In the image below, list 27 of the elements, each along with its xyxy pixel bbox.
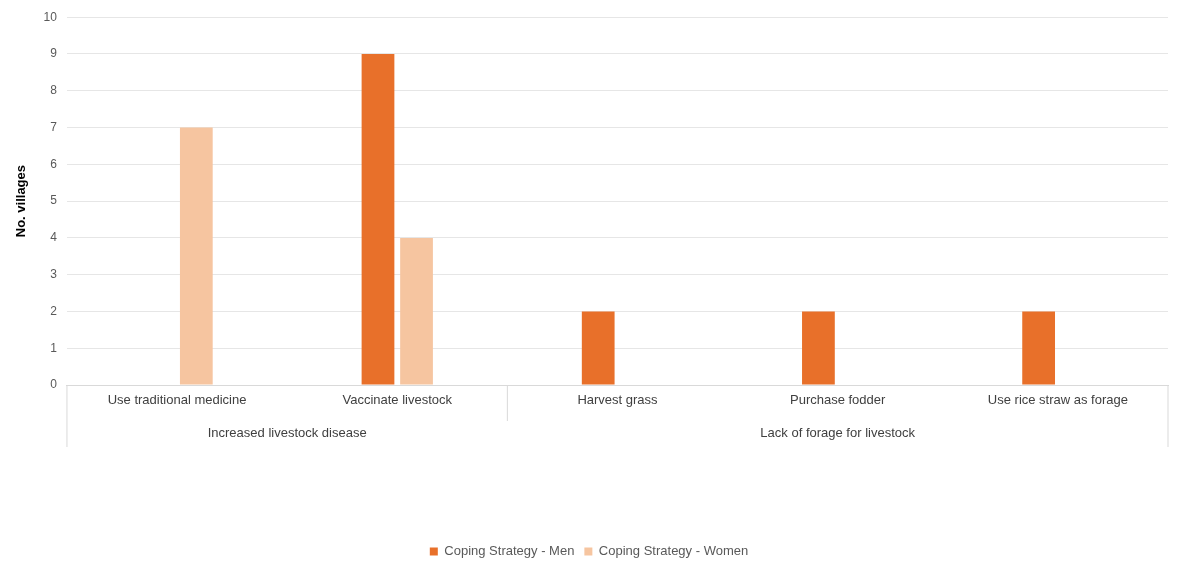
legend-label: Coping Strategy - Men (444, 543, 575, 559)
text: Increased livestock disease (207, 424, 367, 440)
y-axis-title: No. villages (13, 164, 29, 238)
y-tick-label: 5 (50, 193, 58, 208)
y-tick-label: 10 (43, 9, 58, 24)
y-tick-label: 3 (50, 266, 58, 281)
x-tick-label: Vaccinate livestock (342, 392, 453, 408)
x-tick-label: Use rice straw as forage (987, 392, 1128, 408)
bar (1022, 311, 1056, 385)
text: Lack of forage for livestock (760, 424, 916, 440)
y-tick-label: 4 (50, 230, 58, 245)
x-tick-label: Purchase fodder (789, 392, 887, 408)
y-tick-label: 1 (50, 340, 58, 355)
bar (361, 53, 395, 385)
y-tick-label: 2 (50, 303, 58, 318)
x-tick-label: Use traditional medicine (107, 392, 247, 408)
y-tick-label: 8 (50, 83, 58, 98)
bar (802, 311, 835, 385)
bar (179, 127, 213, 385)
bar (581, 311, 615, 385)
y-tick-label: 0 (50, 377, 58, 392)
legend-label: Coping Strategy - Women (598, 543, 749, 559)
y-tick-label: 7 (50, 119, 58, 134)
y-tick-label: 9 (50, 46, 58, 61)
y-tick-label: 6 (50, 156, 58, 171)
x-tick-label: Harvest grass (577, 392, 659, 408)
bar (400, 237, 433, 385)
